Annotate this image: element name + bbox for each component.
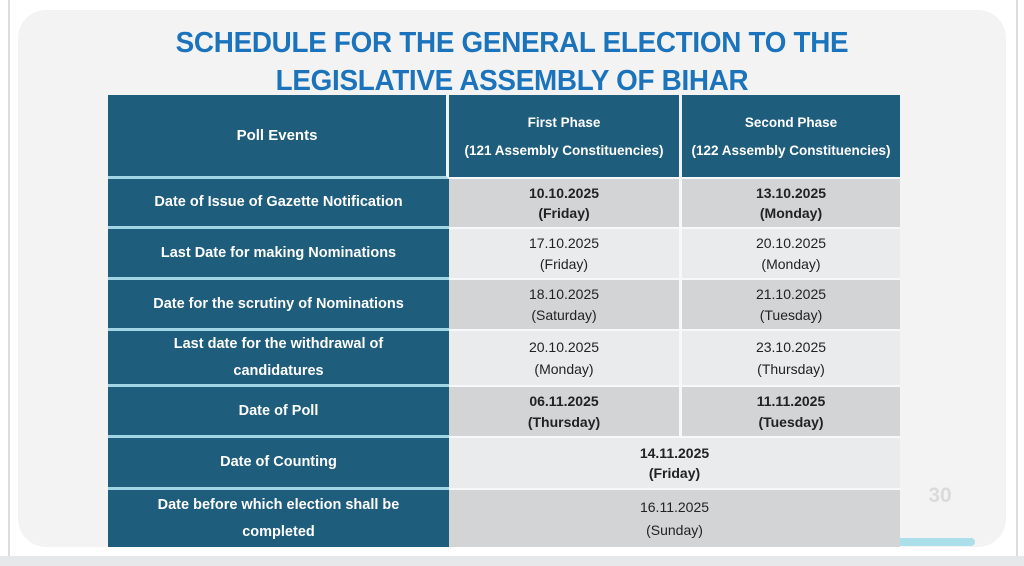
date-value: 13.10.2025 bbox=[755, 185, 827, 201]
value-counting: 14.11.2025 (Friday) bbox=[449, 438, 900, 490]
value-second-phase-poll: 11.11.2025 (Tuesday) bbox=[682, 387, 900, 438]
day-value: (Thursday) bbox=[527, 413, 601, 430]
date-value: 23.10.2025 bbox=[755, 339, 827, 355]
header-second-phase-sub: (122 Assembly Constituencies) bbox=[691, 142, 891, 158]
day-value: (Saturday) bbox=[531, 306, 597, 323]
value-second-phase-gazette: 13.10.2025 (Monday) bbox=[682, 179, 900, 229]
date-value: 20.10.2025 bbox=[755, 235, 827, 252]
schedule-table: Poll Events First Phase (121 Assembly Co… bbox=[108, 95, 900, 547]
day-value: (Sunday) bbox=[646, 522, 703, 538]
value-second-phase-withdrawal: 23.10.2025 (Thursday) bbox=[682, 331, 900, 387]
day-value: (Friday) bbox=[538, 205, 590, 221]
header-second-phase-title: Second Phase bbox=[744, 114, 838, 130]
header-poll-events-label: Poll Events bbox=[236, 127, 318, 144]
event-label-counting: Date of Counting bbox=[108, 438, 449, 490]
date-value: 21.10.2025 bbox=[755, 286, 827, 303]
event-label-gazette-notification: Date of Issue of Gazette Notification bbox=[108, 179, 449, 229]
viewport-right-border bbox=[1016, 0, 1018, 566]
value-first-phase-withdrawal: 20.10.2025 (Monday) bbox=[449, 331, 682, 387]
day-value: (Thursday) bbox=[757, 361, 825, 377]
bottom-band bbox=[0, 556, 1024, 566]
header-first-phase-title: First Phase bbox=[527, 114, 601, 130]
viewport-left-border bbox=[8, 0, 10, 566]
value-first-phase-scrutiny: 18.10.2025 (Saturday) bbox=[449, 280, 682, 331]
value-second-phase-scrutiny: 21.10.2025 (Tuesday) bbox=[682, 280, 900, 331]
value-second-phase-nominations: 20.10.2025 (Monday) bbox=[682, 229, 900, 280]
day-value: (Monday) bbox=[534, 361, 594, 377]
date-value: 16.11.2025 bbox=[639, 499, 710, 515]
day-value: (Friday) bbox=[648, 465, 701, 482]
slide-title-line1: SCHEDULE FOR THE GENERAL ELECTION TO THE bbox=[175, 27, 849, 59]
date-value: 18.10.2025 bbox=[528, 286, 600, 303]
value-first-phase-nominations: 17.10.2025 (Friday) bbox=[449, 229, 682, 280]
event-label-scrutiny: Date for the scrutiny of Nominations bbox=[108, 280, 449, 331]
value-completion: 16.11.2025 (Sunday) bbox=[449, 490, 900, 547]
slide-title-line2: LEGISLATIVE ASSEMBLY OF BIHAR bbox=[275, 65, 749, 97]
header-second-phase: Second Phase (122 Assembly Constituencie… bbox=[682, 95, 900, 179]
event-label-date-of-poll: Date of Poll bbox=[108, 387, 449, 438]
day-value: (Monday) bbox=[761, 255, 821, 272]
page-number: 30 bbox=[928, 484, 952, 507]
date-value: 10.10.2025 bbox=[528, 185, 600, 201]
date-value: 11.11.2025 bbox=[756, 393, 826, 410]
value-first-phase-poll: 06.11.2025 (Thursday) bbox=[449, 387, 682, 438]
value-first-phase-gazette: 10.10.2025 (Friday) bbox=[449, 179, 682, 229]
date-value: 20.10.2025 bbox=[528, 339, 600, 355]
date-value: 06.11.2025 bbox=[529, 393, 599, 410]
header-poll-events: Poll Events bbox=[108, 95, 449, 179]
header-first-phase: First Phase (121 Assembly Constituencies… bbox=[449, 95, 682, 179]
event-label-making-nominations: Last Date for making Nominations bbox=[108, 229, 449, 280]
slide-title: SCHEDULE FOR THE GENERAL ELECTION TO THE… bbox=[38, 24, 986, 100]
slide-progress-bar bbox=[900, 538, 975, 546]
date-value: 14.11.2025 bbox=[639, 444, 710, 461]
date-value: 17.10.2025 bbox=[528, 235, 600, 252]
day-value: (Tuesday) bbox=[758, 413, 824, 430]
day-value: (Friday) bbox=[539, 255, 589, 272]
event-label-withdrawal: Last date for the withdrawal of candidat… bbox=[108, 331, 449, 387]
day-value: (Monday) bbox=[759, 205, 823, 221]
day-value: (Tuesday) bbox=[759, 306, 823, 323]
header-first-phase-sub: (121 Assembly Constituencies) bbox=[464, 142, 664, 158]
event-label-completion: Date before which election shall be comp… bbox=[108, 490, 449, 547]
